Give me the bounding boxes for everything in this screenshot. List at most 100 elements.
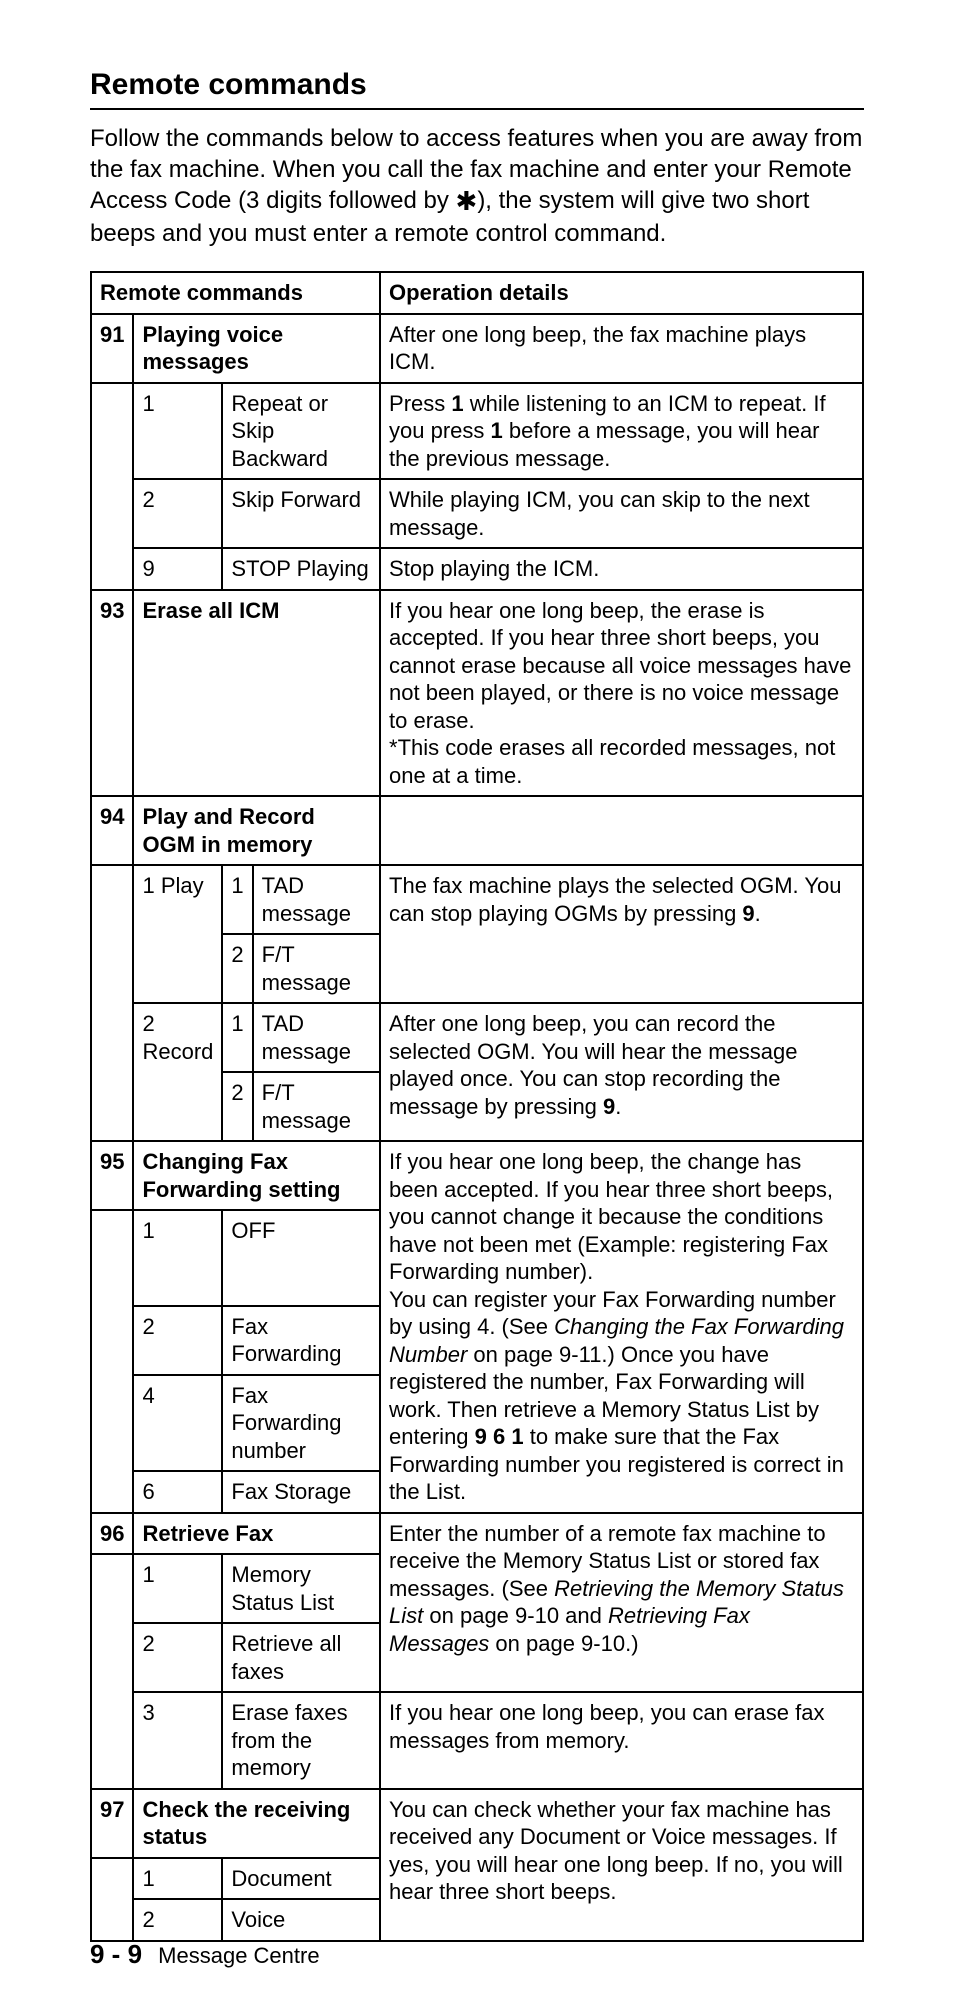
t: If you hear one long beep, the change ha… xyxy=(389,1149,833,1284)
detail-94-play: The fax machine plays the selected OGM. … xyxy=(380,865,863,1003)
document-page: Remote commands Follow the commands belo… xyxy=(0,0,954,2006)
label-91-2: Skip Forward xyxy=(222,479,380,548)
label-94-rec-2: F/T message xyxy=(253,1072,380,1141)
spacer-95 xyxy=(91,1210,133,1513)
label-97-2: Voice xyxy=(222,1899,380,1941)
t: After one long beep, you can record the … xyxy=(389,1011,797,1119)
row-94-rec-1: 2 Record 1 TAD message After one long be… xyxy=(91,1003,863,1072)
table-header-row: Remote commands Operation details xyxy=(91,272,863,314)
detail-96: Enter the number of a remote fax machine… xyxy=(380,1513,863,1693)
t: Play xyxy=(161,873,204,898)
code-94: 94 xyxy=(91,796,133,865)
t: 2 xyxy=(142,1011,154,1036)
detail-91-2: While playing ICM, you can skip to the n… xyxy=(380,479,863,548)
t: on page 9-10.) xyxy=(489,1631,638,1656)
code-97: 97 xyxy=(91,1789,133,1858)
detail-93: If you hear one long beep, the erase is … xyxy=(380,590,863,797)
label-91-1: Repeat or Skip Backward xyxy=(222,383,380,480)
label-91-9: STOP Playing xyxy=(222,548,380,590)
label-95-2: Fax Forwarding xyxy=(222,1306,380,1375)
t: Record xyxy=(142,1039,213,1064)
label-95-6: Fax Storage xyxy=(222,1471,380,1513)
page-footer: 9 - 9 Message Centre xyxy=(90,1939,320,1970)
code-91: 91 xyxy=(91,314,133,383)
label-94-play: 1 Play xyxy=(133,865,222,1003)
detail-91-9: Stop playing the ICM. xyxy=(380,548,863,590)
t: . xyxy=(615,1094,621,1119)
num-95-1: 1 xyxy=(133,1210,222,1306)
num-91-1: 1 xyxy=(133,383,222,480)
header-operation-details: Operation details xyxy=(380,272,863,314)
label-95-1: OFF xyxy=(222,1210,380,1306)
row-94-play-1: 1 Play 1 TAD message The fax machine pla… xyxy=(91,865,863,934)
num-94-rec-1: 1 xyxy=(222,1003,252,1072)
t: 9 6 1 xyxy=(475,1424,524,1449)
num-95-2: 2 xyxy=(133,1306,222,1375)
label-94-rec-1: TAD message xyxy=(253,1003,380,1072)
spacer-97 xyxy=(91,1858,133,1941)
title-93: Erase all ICM xyxy=(133,590,380,797)
footer-label: Message Centre xyxy=(158,1943,319,1968)
t: Press xyxy=(389,391,451,416)
t: 1 xyxy=(491,418,503,443)
num-91-9: 9 xyxy=(133,548,222,590)
row-97: 97 Check the receiving status You can ch… xyxy=(91,1789,863,1858)
page-number: 9 - 9 xyxy=(90,1939,142,1969)
detail-91: After one long beep, the fax machine pla… xyxy=(380,314,863,383)
star-icon: ✱ xyxy=(456,186,478,216)
row-96-3: 3 Erase faxes from the memory If you hea… xyxy=(91,1692,863,1789)
row-94: 94 Play and Record OGM in memory xyxy=(91,796,863,865)
num-96-1: 1 xyxy=(133,1554,222,1623)
label-94-play-1: TAD message xyxy=(253,865,380,934)
header-remote-commands: Remote commands xyxy=(91,272,380,314)
num-95-4: 4 xyxy=(133,1375,222,1472)
detail-91-1: Press 1 while listening to an ICM to rep… xyxy=(380,383,863,480)
t: 1 xyxy=(142,873,154,898)
num-94-play-2: 2 xyxy=(222,934,252,1003)
row-91-9: 9 STOP Playing Stop playing the ICM. xyxy=(91,548,863,590)
num-97-1: 1 xyxy=(133,1858,222,1900)
t: The fax machine plays the selected OGM. … xyxy=(389,873,841,926)
row-95: 95 Changing Fax Forwarding setting If yo… xyxy=(91,1141,863,1210)
row-96: 96 Retrieve Fax Enter the number of a re… xyxy=(91,1513,863,1555)
code-95: 95 xyxy=(91,1141,133,1210)
label-94-rec: 2 Record xyxy=(133,1003,222,1141)
label-97-1: Document xyxy=(222,1858,380,1900)
spacer-91 xyxy=(91,383,133,590)
title-95: Changing Fax Forwarding setting xyxy=(133,1141,380,1210)
detail-94-empty xyxy=(380,796,863,865)
num-94-play-1: 1 xyxy=(222,865,252,934)
label-96-1: Memory Status List xyxy=(222,1554,380,1623)
detail-94-rec: After one long beep, you can record the … xyxy=(380,1003,863,1141)
detail-96-3: If you hear one long beep, you can erase… xyxy=(380,1692,863,1789)
num-95-6: 6 xyxy=(133,1471,222,1513)
num-96-3: 3 xyxy=(133,1692,222,1789)
row-93: 93 Erase all ICM If you hear one long be… xyxy=(91,590,863,797)
t: 9 xyxy=(603,1094,615,1119)
section-heading: Remote commands xyxy=(90,68,864,110)
row-91-1: 1 Repeat or Skip Backward Press 1 while … xyxy=(91,383,863,480)
remote-commands-table: Remote commands Operation details 91 Pla… xyxy=(90,271,864,1942)
intro-paragraph: Follow the commands below to access feat… xyxy=(90,124,864,249)
title-94: Play and Record OGM in memory xyxy=(133,796,380,865)
title-97: Check the receiving status xyxy=(133,1789,380,1858)
spacer-96 xyxy=(91,1554,133,1789)
label-95-4: Fax Forwarding number xyxy=(222,1375,380,1472)
t: . xyxy=(755,901,761,926)
label-94-play-2: F/T message xyxy=(253,934,380,1003)
num-97-2: 2 xyxy=(133,1899,222,1941)
row-91: 91 Playing voice messages After one long… xyxy=(91,314,863,383)
t: If you hear one long beep, the erase is … xyxy=(389,598,851,733)
label-96-2: Retrieve all faxes xyxy=(222,1623,380,1692)
t: *This code erases all recorded messages,… xyxy=(389,735,835,788)
title-91: Playing voice messages xyxy=(133,314,380,383)
num-91-2: 2 xyxy=(133,479,222,548)
t: on page 9-10 and xyxy=(423,1603,608,1628)
num-96-2: 2 xyxy=(133,1623,222,1692)
spacer-94 xyxy=(91,865,133,1141)
row-91-2: 2 Skip Forward While playing ICM, you ca… xyxy=(91,479,863,548)
label-96-3: Erase faxes from the memory xyxy=(222,1692,380,1789)
detail-97: You can check whether your fax machine h… xyxy=(380,1789,863,1941)
code-96: 96 xyxy=(91,1513,133,1555)
title-96: Retrieve Fax xyxy=(133,1513,380,1555)
